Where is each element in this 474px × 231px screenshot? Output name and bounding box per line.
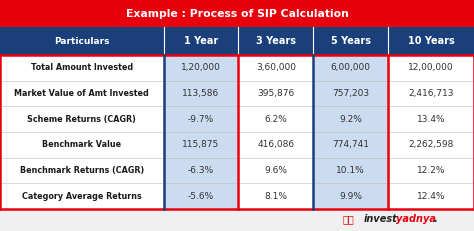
FancyBboxPatch shape bbox=[0, 106, 164, 132]
Text: 12,00,000: 12,00,000 bbox=[408, 63, 454, 72]
Text: 115,875: 115,875 bbox=[182, 140, 219, 149]
FancyBboxPatch shape bbox=[238, 55, 313, 81]
Text: 13.4%: 13.4% bbox=[417, 115, 446, 124]
FancyBboxPatch shape bbox=[313, 81, 388, 106]
FancyBboxPatch shape bbox=[388, 106, 474, 132]
Text: Category Average Returns: Category Average Returns bbox=[22, 192, 142, 201]
Text: Example : Process of SIP Calculation: Example : Process of SIP Calculation bbox=[126, 9, 348, 19]
Text: 3 Years: 3 Years bbox=[256, 36, 296, 46]
FancyBboxPatch shape bbox=[164, 27, 238, 55]
Text: Market Value of Amt Invested: Market Value of Amt Invested bbox=[14, 89, 149, 98]
Text: Benchmark Value: Benchmark Value bbox=[42, 140, 121, 149]
Text: 395,876: 395,876 bbox=[257, 89, 294, 98]
Text: 416,086: 416,086 bbox=[257, 140, 294, 149]
FancyBboxPatch shape bbox=[238, 183, 313, 209]
Text: 10.1%: 10.1% bbox=[337, 166, 365, 175]
FancyBboxPatch shape bbox=[313, 55, 388, 81]
FancyBboxPatch shape bbox=[388, 81, 474, 106]
FancyBboxPatch shape bbox=[0, 81, 164, 106]
FancyBboxPatch shape bbox=[388, 55, 474, 81]
Text: Scheme Returns (CAGR): Scheme Returns (CAGR) bbox=[27, 115, 136, 124]
Text: yadnya: yadnya bbox=[396, 214, 436, 224]
FancyBboxPatch shape bbox=[388, 132, 474, 158]
FancyBboxPatch shape bbox=[0, 27, 164, 55]
Text: 6.2%: 6.2% bbox=[264, 115, 287, 124]
FancyBboxPatch shape bbox=[0, 0, 474, 27]
Text: यू: यू bbox=[343, 214, 354, 224]
Text: 10 Years: 10 Years bbox=[408, 36, 455, 46]
Text: 2,416,713: 2,416,713 bbox=[409, 89, 454, 98]
FancyBboxPatch shape bbox=[313, 183, 388, 209]
Text: 12.4%: 12.4% bbox=[417, 192, 446, 201]
FancyBboxPatch shape bbox=[164, 183, 238, 209]
Text: 2,262,598: 2,262,598 bbox=[409, 140, 454, 149]
FancyBboxPatch shape bbox=[313, 106, 388, 132]
FancyBboxPatch shape bbox=[0, 183, 164, 209]
FancyBboxPatch shape bbox=[164, 158, 238, 183]
Text: 113,586: 113,586 bbox=[182, 89, 219, 98]
FancyBboxPatch shape bbox=[0, 55, 164, 81]
Text: 3,60,000: 3,60,000 bbox=[256, 63, 296, 72]
Text: -6.3%: -6.3% bbox=[188, 166, 214, 175]
FancyBboxPatch shape bbox=[164, 106, 238, 132]
Text: -9.7%: -9.7% bbox=[188, 115, 214, 124]
FancyBboxPatch shape bbox=[0, 132, 164, 158]
FancyBboxPatch shape bbox=[164, 81, 238, 106]
FancyBboxPatch shape bbox=[313, 158, 388, 183]
Text: -5.6%: -5.6% bbox=[188, 192, 214, 201]
Text: 9.2%: 9.2% bbox=[339, 115, 362, 124]
FancyBboxPatch shape bbox=[238, 132, 313, 158]
Text: 1 Year: 1 Year bbox=[184, 36, 218, 46]
Text: 757,203: 757,203 bbox=[332, 89, 369, 98]
FancyBboxPatch shape bbox=[238, 81, 313, 106]
Text: Particulars: Particulars bbox=[54, 37, 109, 46]
FancyBboxPatch shape bbox=[313, 27, 388, 55]
Text: 6,00,000: 6,00,000 bbox=[331, 63, 371, 72]
Text: 9.9%: 9.9% bbox=[339, 192, 362, 201]
Text: 774,741: 774,741 bbox=[332, 140, 369, 149]
Text: invest: invest bbox=[364, 214, 398, 224]
FancyBboxPatch shape bbox=[313, 132, 388, 158]
Text: .: . bbox=[432, 213, 437, 225]
Text: 8.1%: 8.1% bbox=[264, 192, 287, 201]
FancyBboxPatch shape bbox=[0, 158, 164, 183]
FancyBboxPatch shape bbox=[388, 27, 474, 55]
Text: 1,20,000: 1,20,000 bbox=[181, 63, 221, 72]
FancyBboxPatch shape bbox=[164, 55, 238, 81]
FancyBboxPatch shape bbox=[238, 27, 313, 55]
FancyBboxPatch shape bbox=[238, 158, 313, 183]
Text: 12.2%: 12.2% bbox=[417, 166, 446, 175]
Text: 5 Years: 5 Years bbox=[331, 36, 371, 46]
FancyBboxPatch shape bbox=[388, 183, 474, 209]
FancyBboxPatch shape bbox=[388, 158, 474, 183]
Text: Total Amount Invested: Total Amount Invested bbox=[31, 63, 133, 72]
Text: Benchmark Returns (CAGR): Benchmark Returns (CAGR) bbox=[19, 166, 144, 175]
FancyBboxPatch shape bbox=[164, 132, 238, 158]
Text: 9.6%: 9.6% bbox=[264, 166, 287, 175]
FancyBboxPatch shape bbox=[238, 106, 313, 132]
